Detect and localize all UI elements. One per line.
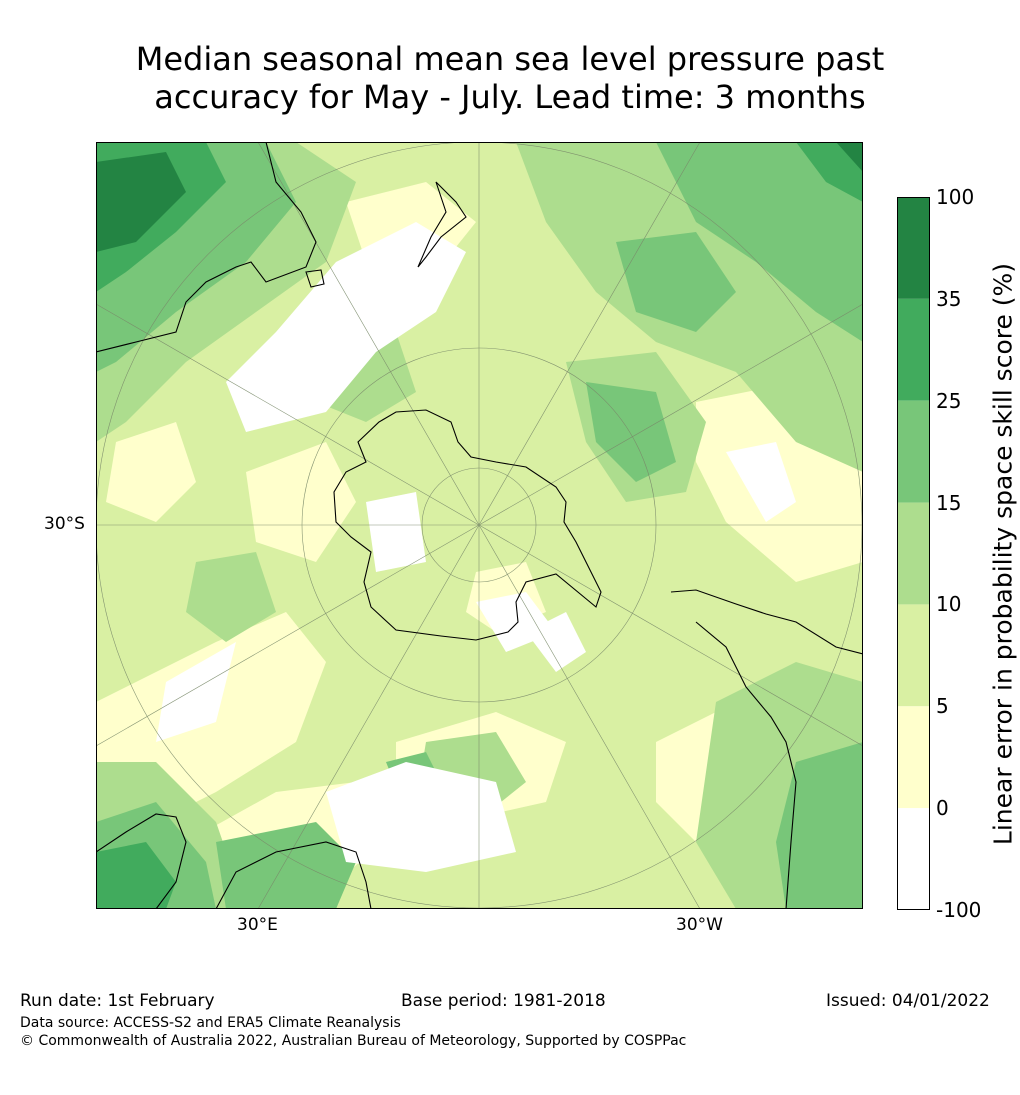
colorbar-tick-label: 5 [936,694,949,719]
copyright: © Commonwealth of Australia 2022, Austra… [20,1033,687,1049]
colorbar-tick-label: -100 [936,898,982,922]
colorbar-bin-5-to-10 [897,604,930,707]
colorbar-bin-15-to-25 [897,400,930,503]
colorbar-bin-25-to-35 [897,298,930,401]
data-source: Data source: ACCESS-S2 and ERA5 Climate … [20,1015,401,1031]
africa-coastline [96,813,372,909]
colorbar-frame [897,197,930,910]
lon-label-west: 30°W [676,915,723,935]
title-line-1: Median seasonal mean sea level pressure … [135,40,885,78]
colorbar [897,197,930,910]
lon-label-east: 30°E [237,915,278,935]
colorbar-bin-0-to-5 [897,706,930,809]
colorbar-bin-35-to-100 [897,197,930,299]
issued-date: Issued: 04/01/2022 [826,991,990,1011]
new-zealand-coastline [417,181,467,268]
antarctica-coastline [333,409,602,641]
graticule [96,142,863,909]
colorbar-tick-label: 0 [936,796,949,821]
run-date: Run date: 1st February [20,991,215,1011]
base-period: Base period: 1981-2018 [401,991,606,1011]
colorbar-title: Linear error in probability space skill … [988,262,1018,846]
colorbar-tick-label: 15 [936,490,962,515]
skill-region-negative [156,222,796,872]
colorbar-tick-label: 25 [936,388,962,413]
colorbar-bin-10-to-15 [897,502,930,605]
tasmania-coastline [305,269,325,288]
coastlines [96,142,863,909]
australia-coastline [96,142,317,353]
title-line-2: accuracy for May - July. Lead time: 3 mo… [154,78,866,116]
south-america-coastline [670,589,863,909]
lat-label: 30°S [44,514,85,534]
colorbar-tick-label: 100 [936,185,975,209]
skill-score-map [96,142,863,909]
colorbar-tick-label: 10 [936,592,962,617]
skill-region-35-100 [96,142,863,252]
chart-title: Median seasonal mean sea level pressure … [0,40,1020,116]
skill-region-15-25 [96,142,863,909]
colorbar-bin--100-to-0 [897,808,930,910]
colorbar-tick-label: 35 [936,286,962,311]
